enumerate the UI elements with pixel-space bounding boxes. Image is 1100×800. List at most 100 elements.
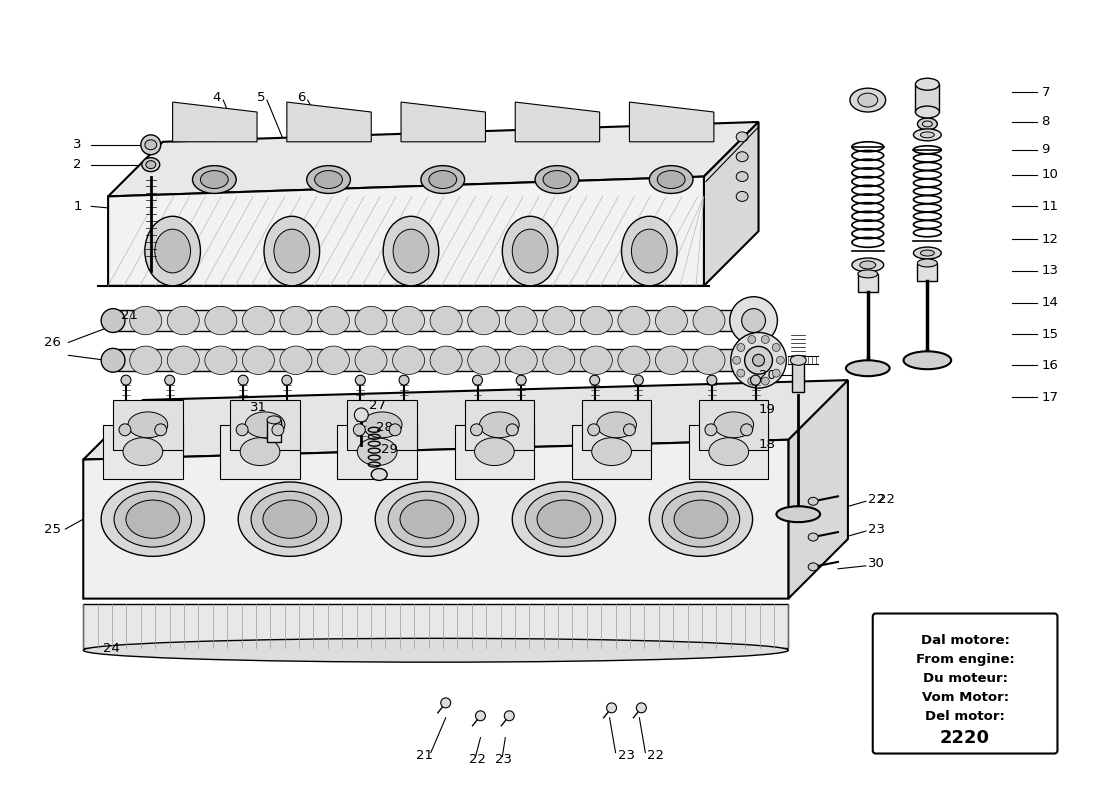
- Ellipse shape: [279, 306, 312, 334]
- Ellipse shape: [708, 438, 749, 466]
- Ellipse shape: [860, 261, 876, 269]
- Text: 12: 12: [1042, 233, 1058, 246]
- Ellipse shape: [267, 416, 280, 424]
- Ellipse shape: [125, 500, 179, 538]
- Ellipse shape: [808, 498, 818, 506]
- Bar: [267, 420, 280, 442]
- Text: 7: 7: [1042, 86, 1050, 98]
- Ellipse shape: [772, 369, 780, 377]
- Text: Dal motore:: Dal motore:: [921, 634, 1010, 647]
- Ellipse shape: [372, 469, 387, 481]
- Ellipse shape: [516, 375, 526, 385]
- Ellipse shape: [375, 482, 478, 556]
- Ellipse shape: [596, 412, 637, 438]
- Ellipse shape: [714, 412, 754, 438]
- Ellipse shape: [200, 170, 229, 189]
- Text: 22: 22: [469, 753, 485, 766]
- Ellipse shape: [141, 135, 161, 154]
- Ellipse shape: [245, 412, 285, 438]
- Ellipse shape: [358, 438, 397, 466]
- Text: eurospares: eurospares: [217, 224, 446, 258]
- Ellipse shape: [400, 500, 453, 538]
- Text: 24: 24: [103, 642, 120, 654]
- Ellipse shape: [618, 346, 650, 374]
- Polygon shape: [402, 102, 485, 142]
- Text: 6: 6: [297, 90, 305, 104]
- Ellipse shape: [353, 424, 365, 436]
- Text: 15: 15: [1042, 328, 1058, 341]
- Ellipse shape: [631, 229, 668, 273]
- Ellipse shape: [279, 346, 312, 374]
- Ellipse shape: [121, 375, 131, 385]
- Ellipse shape: [542, 306, 575, 334]
- Text: From engine:: From engine:: [915, 654, 1014, 666]
- Ellipse shape: [777, 356, 784, 364]
- Ellipse shape: [606, 703, 616, 713]
- Text: 23: 23: [868, 522, 884, 535]
- Ellipse shape: [101, 482, 205, 556]
- Text: 2220: 2220: [940, 729, 990, 746]
- Ellipse shape: [913, 129, 942, 141]
- Text: 13: 13: [1042, 265, 1058, 278]
- Ellipse shape: [705, 424, 717, 436]
- Ellipse shape: [101, 348, 125, 372]
- Ellipse shape: [913, 247, 942, 259]
- Ellipse shape: [242, 346, 274, 374]
- Ellipse shape: [736, 191, 748, 202]
- Ellipse shape: [733, 356, 740, 364]
- Text: 23: 23: [617, 749, 635, 762]
- Polygon shape: [108, 122, 759, 197]
- Ellipse shape: [388, 491, 465, 547]
- Ellipse shape: [729, 297, 778, 344]
- Ellipse shape: [274, 229, 310, 273]
- Polygon shape: [84, 380, 848, 459]
- Ellipse shape: [748, 335, 756, 343]
- Polygon shape: [287, 102, 372, 142]
- Text: 16: 16: [1042, 358, 1058, 372]
- Text: eurospares: eurospares: [584, 552, 813, 586]
- Ellipse shape: [119, 424, 131, 436]
- Ellipse shape: [167, 346, 199, 374]
- Ellipse shape: [772, 343, 780, 351]
- Ellipse shape: [318, 346, 350, 374]
- Ellipse shape: [542, 346, 575, 374]
- Text: 9: 9: [1042, 143, 1049, 156]
- Polygon shape: [84, 440, 789, 598]
- Text: 28: 28: [376, 422, 393, 434]
- Polygon shape: [173, 102, 257, 142]
- Ellipse shape: [634, 375, 643, 385]
- Ellipse shape: [748, 377, 756, 385]
- Polygon shape: [220, 425, 299, 479]
- Bar: [118, 350, 739, 371]
- Ellipse shape: [145, 140, 157, 150]
- Text: 19: 19: [759, 403, 775, 417]
- Ellipse shape: [543, 170, 571, 189]
- Ellipse shape: [537, 500, 591, 538]
- Ellipse shape: [142, 158, 160, 171]
- Ellipse shape: [192, 166, 236, 194]
- Text: 17: 17: [1042, 390, 1058, 403]
- Ellipse shape: [362, 412, 402, 438]
- Ellipse shape: [581, 346, 613, 374]
- Text: 20: 20: [759, 369, 775, 382]
- Text: 8: 8: [1042, 115, 1049, 129]
- Text: 14: 14: [1042, 296, 1058, 309]
- Ellipse shape: [205, 346, 236, 374]
- Polygon shape: [103, 425, 183, 479]
- Ellipse shape: [736, 152, 748, 162]
- Text: 26: 26: [44, 336, 60, 349]
- Ellipse shape: [915, 78, 939, 90]
- Ellipse shape: [430, 346, 462, 374]
- Bar: [858, 274, 878, 292]
- Bar: [84, 603, 789, 648]
- Ellipse shape: [505, 346, 537, 374]
- Text: 31: 31: [250, 402, 267, 414]
- Ellipse shape: [587, 424, 600, 436]
- Ellipse shape: [355, 346, 387, 374]
- Text: 1: 1: [74, 200, 81, 213]
- Ellipse shape: [741, 309, 766, 333]
- Ellipse shape: [506, 424, 518, 436]
- Ellipse shape: [263, 500, 317, 538]
- Ellipse shape: [752, 354, 764, 366]
- Ellipse shape: [468, 306, 499, 334]
